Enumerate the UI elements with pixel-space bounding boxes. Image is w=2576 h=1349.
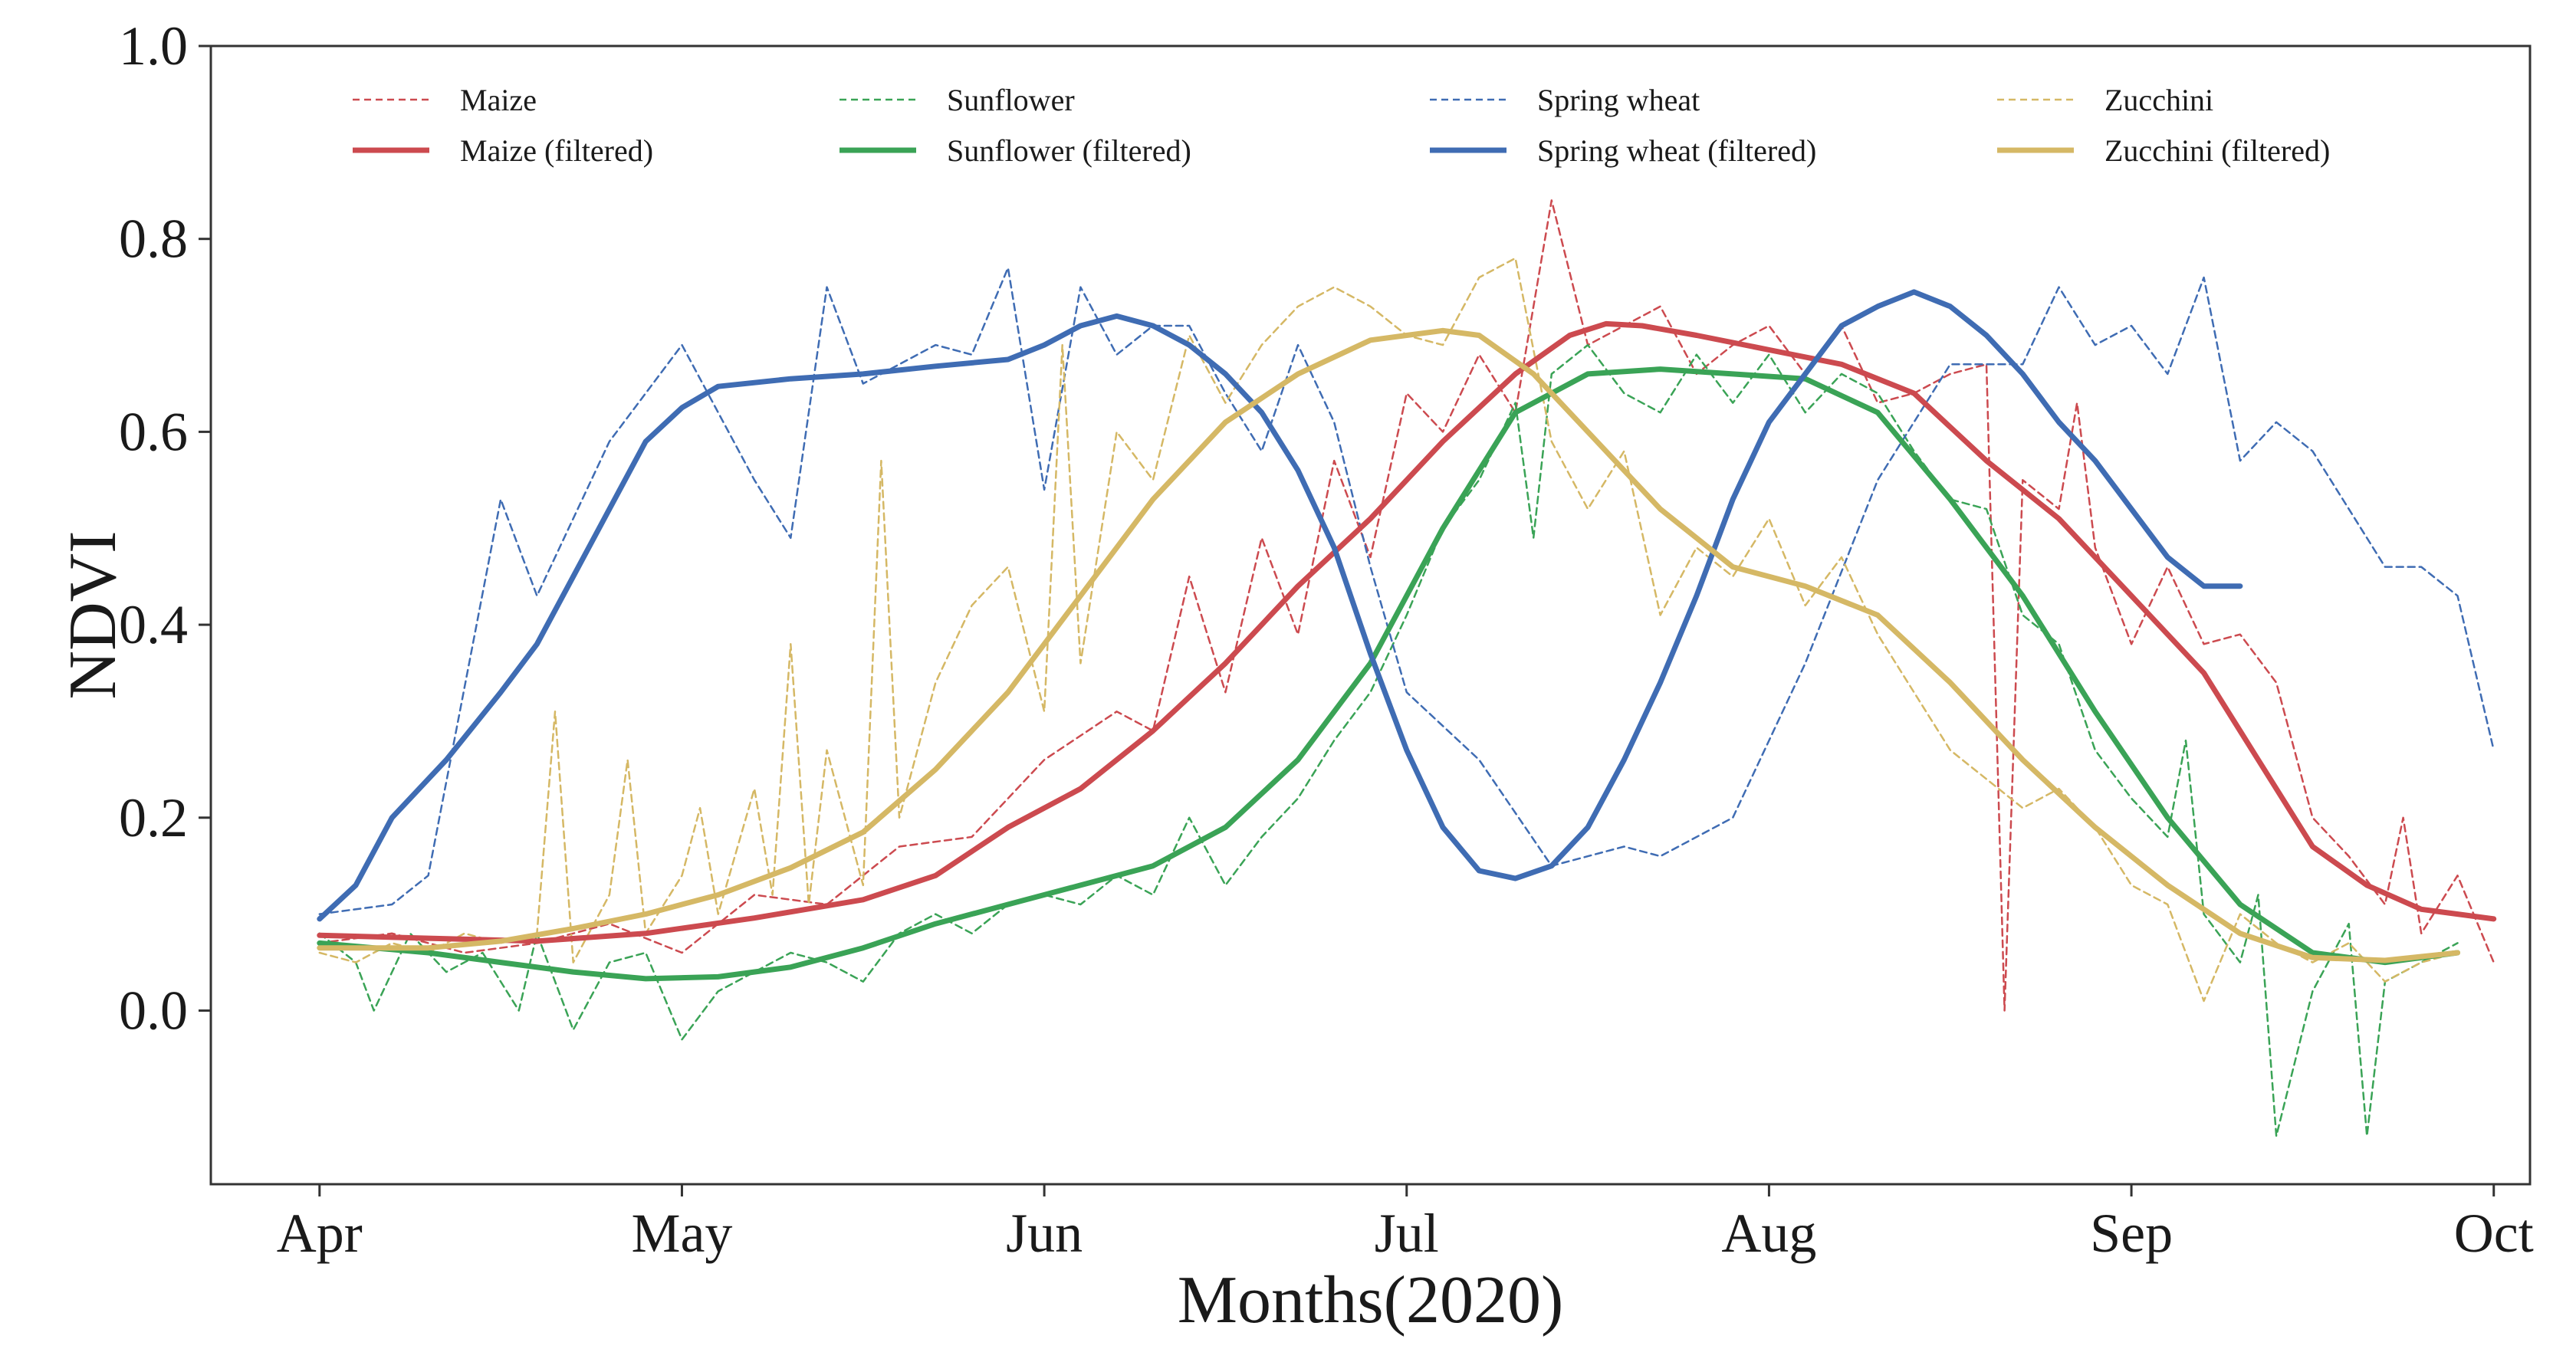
series-layer [317,199,2497,1137]
legend-label-zucchini-filtered: Zucchini (filtered) [2104,133,2330,168]
y-axis: 0.0 0.2 0.4 0.6 0.8 1.0 [119,15,211,1041]
x-tick-label: May [631,1203,732,1264]
legend-label-maize: Maize [460,83,537,117]
x-tick-label: Jun [1006,1203,1083,1264]
x-tick-label: Apr [277,1203,363,1264]
x-tick-label: Sep [2090,1203,2173,1264]
series-line-zucchini-filtered [317,327,2460,963]
y-tick-label: 0.0 [119,980,188,1041]
series-line-spring-wheat [318,267,2495,915]
legend-label-spring-wheat: Spring wheat [1537,83,1700,117]
legend-label-spring-wheat-filtered: Spring wheat (filtered) [1537,133,1816,168]
x-axis-title: Months(2020) [1178,1263,1564,1338]
y-tick-label: 0.8 [119,208,188,270]
x-axis: Apr May Jun Jul Aug Sep Oct [277,1184,2534,1264]
plot-frame [209,44,2532,1186]
x-tick-label: Aug [1721,1203,1816,1264]
legend-label-sunflower: Sunflower [947,83,1075,117]
legend-label-zucchini: Zucchini [2104,83,2213,117]
x-tick-label: Oct [2454,1203,2534,1264]
y-axis-title: NDVI [56,531,130,700]
x-tick-label: Jul [1375,1203,1439,1264]
y-tick-label: 0.6 [119,401,188,462]
series-line-sunflower-filtered [317,366,2460,982]
y-tick-label: 1.0 [119,15,188,77]
series-line-maize [318,199,2495,1012]
series-line-maize-filtered [317,320,2497,944]
y-tick-label: 0.4 [119,594,188,655]
legend-label-maize-filtered: Maize (filtered) [460,133,653,168]
y-tick-label: 0.2 [119,787,188,848]
legend-label-sunflower-filtered: Sunflower (filtered) [947,133,1191,168]
legend: Maize Maize (filtered) Sunflower Sunflower … [353,83,2330,168]
series-line-spring-wheat-filtered [317,289,2243,922]
